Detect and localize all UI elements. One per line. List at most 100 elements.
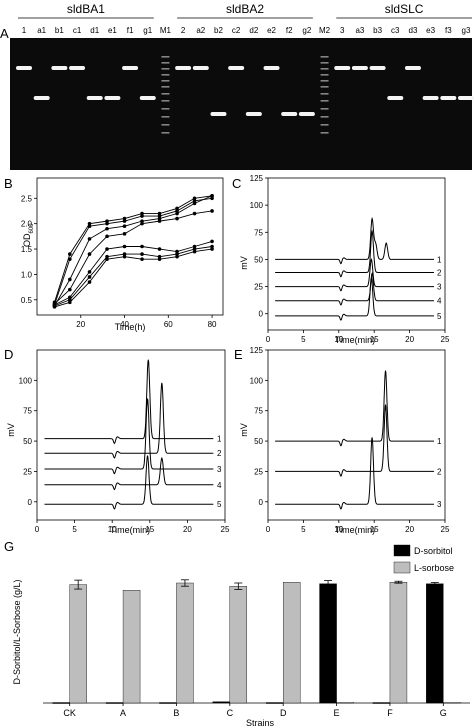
gel-band <box>192 66 209 70</box>
d-x-tick-label: 5 <box>72 525 77 534</box>
c-trace-line <box>275 272 434 306</box>
c-y-tick-label: 0 <box>259 310 264 319</box>
gel-lane-label: M2 <box>319 26 331 35</box>
e-x-tick-label: 25 <box>441 525 450 534</box>
gel-image <box>10 38 472 170</box>
b-data-point <box>210 247 214 251</box>
gel-band <box>139 96 156 100</box>
b-data-point <box>140 219 144 223</box>
gel-lane-label: e3 <box>426 26 435 35</box>
b-data-point <box>157 247 162 251</box>
b-data-point <box>140 257 144 261</box>
gel-marker-band <box>161 108 170 110</box>
gel-lane-label: f2 <box>286 26 293 35</box>
gel-band <box>69 66 86 70</box>
g-category-label: F <box>387 708 393 718</box>
d-x-axis-label: Time(min) <box>110 525 150 535</box>
g-bar <box>319 583 337 704</box>
gel-marker-band <box>320 132 329 134</box>
gel-band <box>86 96 103 100</box>
gel-lane-label: f3 <box>445 26 452 35</box>
b-data-point <box>157 211 162 216</box>
b-data-point <box>140 214 144 218</box>
gel-band <box>122 66 139 70</box>
c-y-tick-label: 50 <box>254 255 263 264</box>
gel-group-label: sldBA1 <box>67 2 105 16</box>
e-trace-label: 2 <box>437 467 442 476</box>
c-x-tick-label: 20 <box>405 335 414 344</box>
d-trace-label: 4 <box>217 481 222 490</box>
d-x-tick-label: 0 <box>35 525 40 534</box>
e-x-tick-label: 5 <box>301 525 306 534</box>
gel-lane-label: 3 <box>340 26 345 35</box>
d-x-tick-label: 25 <box>221 525 230 534</box>
d-y-axis-label: mV <box>6 423 16 437</box>
gel-marker-band <box>320 56 329 58</box>
gel-band <box>228 66 245 70</box>
b-data-point <box>210 193 214 198</box>
g-x-axis-label: Strains <box>246 718 275 728</box>
c-x-axis-label: Time(min) <box>335 335 375 345</box>
panel-letter-e: E <box>234 347 243 362</box>
b-data-point <box>175 206 179 211</box>
c-x-tick-label: 10 <box>334 335 343 344</box>
g-category-label: B <box>173 708 179 718</box>
gel-marker-band <box>320 116 329 118</box>
gel-lane-label: a2 <box>196 26 205 35</box>
gel-band <box>422 96 439 100</box>
b-x-axis-label: Time(h) <box>115 322 146 332</box>
gel-lane-label: d3 <box>409 26 418 35</box>
gel-lane-label: g2 <box>302 26 311 35</box>
c-trace-line <box>275 258 434 292</box>
d-y-tick-label: 100 <box>19 376 33 385</box>
b-data-point <box>175 254 179 259</box>
b-data-point <box>68 252 72 256</box>
b-data-point <box>192 201 197 206</box>
g-category-label: CK <box>63 708 76 718</box>
g-category-label: G <box>440 708 447 718</box>
e-x-tick-label: 15 <box>370 525 379 534</box>
gel-marker-band <box>320 62 329 64</box>
gel-group-label: sldBA2 <box>226 2 264 16</box>
gel-band <box>351 66 368 70</box>
e-trace-line <box>275 404 434 477</box>
b-data-point <box>87 237 92 241</box>
e-trace-line <box>275 437 434 510</box>
gel-marker-band <box>161 68 170 70</box>
d-trace-line <box>44 382 214 459</box>
c-x-tick-label: 15 <box>370 335 379 344</box>
panel-b: B OD600 Time(h) 0.5 1.0 1.5 2.0 2.5 20 40 60 80 <box>4 176 224 332</box>
gel-group-label: sldSLC <box>385 2 424 16</box>
gel-lane-label: e1 <box>108 26 117 35</box>
b-data-point <box>105 226 109 231</box>
panel-letter-c: C <box>232 176 241 191</box>
b-plot-frame <box>36 177 224 316</box>
gel-lane-label: b1 <box>55 26 64 35</box>
b-data-point <box>157 214 162 218</box>
b-data-point <box>122 254 127 259</box>
b-y-tick-label: 2.0 <box>21 220 33 229</box>
b-data-point <box>87 270 92 274</box>
b-data-point <box>87 252 92 256</box>
g-category-label: E <box>334 708 340 718</box>
b-series-line <box>54 195 213 307</box>
b-data-point <box>175 211 179 216</box>
c-y-tick-label: 25 <box>254 283 263 292</box>
b-y-tick-label: 1.5 <box>21 245 33 254</box>
b-data-point <box>122 244 127 249</box>
b-data-point <box>87 221 92 226</box>
d-trace-label: 2 <box>217 449 222 458</box>
gel-panel: A sldBA1 sldBA2 sldSLC 1 a1 b1 c1 d1 e1 f1 g1 M1 2 a… <box>0 2 474 170</box>
gel-marker-band <box>161 80 170 82</box>
b-y-axis-label: OD600 <box>22 223 35 247</box>
b-data-point <box>87 280 92 284</box>
g-bar <box>265 702 284 704</box>
d-plot-frame <box>36 349 226 521</box>
c-y-axis-label: mV <box>239 256 249 270</box>
d-trace-label: 1 <box>217 435 222 444</box>
gel-lane-label: g1 <box>143 26 152 35</box>
b-data-point <box>192 199 197 203</box>
gel-marker-band <box>320 124 329 126</box>
panel-d: D mV Time(min) 0 25 50 75 100 0 5 10 15 20 25 1 2 3 4… <box>4 347 230 535</box>
